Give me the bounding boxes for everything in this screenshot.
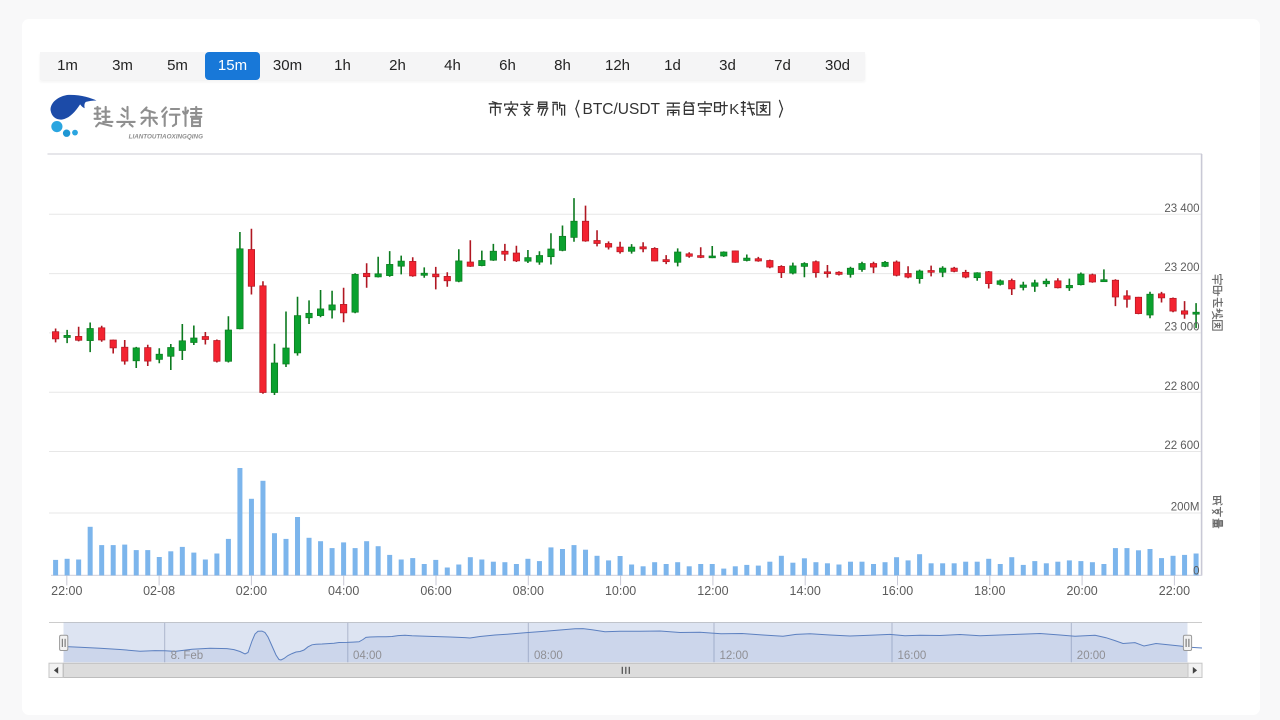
svg-text:14:00: 14:00 [790, 584, 821, 598]
svg-text:22 800: 22 800 [1164, 381, 1199, 393]
svg-text:22:00: 22:00 [1159, 584, 1190, 598]
svg-text:20:00: 20:00 [1066, 584, 1097, 598]
svg-text:04:00: 04:00 [353, 650, 382, 662]
svg-text:200M: 200M [1171, 502, 1200, 514]
svg-text:BTC/USDT: BTC/USDT [583, 101, 661, 118]
svg-text:8. Feb: 8. Feb [171, 650, 204, 662]
svg-text:02:00: 02:00 [236, 584, 267, 598]
svg-text:04:00: 04:00 [328, 584, 359, 598]
svg-text:K: K [729, 101, 739, 118]
svg-text:18:00: 18:00 [974, 584, 1005, 598]
svg-text:06:00: 06:00 [420, 584, 451, 598]
svg-text:22:00: 22:00 [51, 584, 82, 598]
svg-text:10:00: 10:00 [605, 584, 636, 598]
svg-text:12:00: 12:00 [697, 584, 728, 598]
svg-text:22 600: 22 600 [1164, 440, 1199, 452]
svg-text:02-08: 02-08 [143, 584, 175, 598]
svg-text:08:00: 08:00 [513, 584, 544, 598]
svg-text:LIANTOUTIAOXINGQING: LIANTOUTIAOXINGQING [129, 134, 203, 141]
svg-text:16:00: 16:00 [882, 584, 913, 598]
svg-text:08:00: 08:00 [534, 650, 563, 662]
svg-text:12:00: 12:00 [720, 650, 749, 662]
svg-text:16:00: 16:00 [898, 650, 927, 662]
svg-text:23 000: 23 000 [1164, 322, 1199, 334]
svg-text:20:00: 20:00 [1077, 650, 1106, 662]
svg-text:23 200: 23 200 [1164, 262, 1199, 274]
svg-text:23 400: 23 400 [1164, 203, 1199, 215]
svg-text:0: 0 [1193, 565, 1199, 577]
